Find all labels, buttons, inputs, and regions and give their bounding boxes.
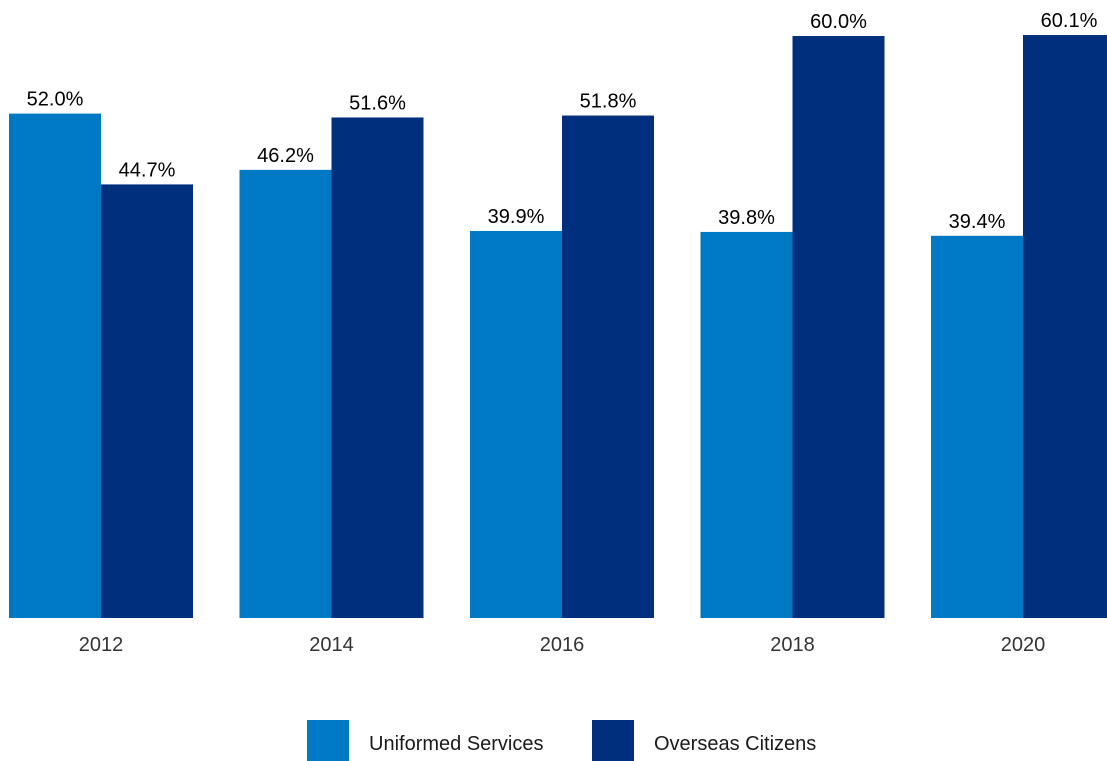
x-tick-label: 2018: [770, 634, 815, 656]
bar-2016-uniformed-services: [470, 230, 562, 618]
legend-label: Uniformed Services: [369, 733, 544, 755]
legend: Uniformed Services Overseas Citizens: [307, 720, 816, 761]
x-axis: 2012 2014 2016 2018 2020: [79, 634, 1046, 656]
data-label: 39.9%: [488, 206, 545, 228]
x-tick-label: 2012: [79, 634, 124, 656]
bar-2016-overseas-citizens: [562, 115, 654, 618]
bar-2012-overseas-citizens: [101, 184, 193, 618]
legend-label: Overseas Citizens: [654, 733, 816, 755]
x-tick-label: 2020: [1001, 634, 1046, 656]
data-label: 39.4%: [949, 211, 1006, 233]
data-label: 60.1%: [1041, 10, 1098, 32]
bar-2012-uniformed-services: [9, 113, 101, 618]
bar-2018-overseas-citizens: [792, 36, 885, 618]
data-label: 52.0%: [27, 89, 84, 111]
bar-2014-uniformed-services: [239, 169, 332, 619]
x-tick-label: 2016: [540, 634, 585, 656]
legend-swatch: [307, 720, 349, 761]
bar-2020-uniformed-services: [931, 235, 1023, 618]
data-labels-layer: 52.0% 44.7% 46.2% 51.6% 39.9% 51.8% 39.8% 60.0%…: [27, 10, 1098, 233]
data-label: 44.7%: [119, 159, 176, 181]
legend-swatch: [592, 720, 634, 761]
data-label: 39.8%: [718, 207, 775, 229]
data-label: 51.6%: [349, 92, 406, 114]
bars-layer: [9, 35, 1107, 619]
data-label: 60.0%: [810, 11, 867, 33]
x-tick-label: 2014: [309, 634, 354, 656]
bar-2014-overseas-citizens: [331, 117, 424, 618]
bar-2018-uniformed-services: [700, 231, 793, 618]
data-label: 51.8%: [580, 91, 637, 113]
bar-2020-overseas-citizens: [1023, 35, 1107, 618]
data-label: 46.2%: [257, 145, 314, 167]
